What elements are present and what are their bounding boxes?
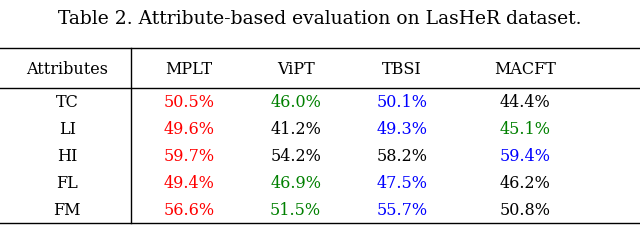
Text: 46.9%: 46.9% — [270, 174, 321, 191]
Text: FL: FL — [56, 174, 78, 191]
Text: TC: TC — [56, 93, 79, 110]
Text: ViPT: ViPT — [277, 60, 314, 77]
Text: FM: FM — [54, 201, 81, 218]
Text: 56.6%: 56.6% — [163, 201, 214, 218]
Text: 46.2%: 46.2% — [499, 174, 550, 191]
Text: 50.5%: 50.5% — [163, 93, 214, 110]
Text: 54.2%: 54.2% — [270, 147, 321, 164]
Text: MPLT: MPLT — [165, 60, 212, 77]
Text: 59.7%: 59.7% — [163, 147, 214, 164]
Text: 46.0%: 46.0% — [270, 93, 321, 110]
Text: 49.3%: 49.3% — [376, 120, 428, 137]
Text: 55.7%: 55.7% — [376, 201, 428, 218]
Text: 45.1%: 45.1% — [499, 120, 550, 137]
Text: 50.8%: 50.8% — [499, 201, 550, 218]
Text: MACFT: MACFT — [494, 60, 556, 77]
Text: 59.4%: 59.4% — [499, 147, 550, 164]
Text: 41.2%: 41.2% — [270, 120, 321, 137]
Text: 58.2%: 58.2% — [376, 147, 428, 164]
Text: LI: LI — [59, 120, 76, 137]
Text: 50.1%: 50.1% — [376, 93, 428, 110]
Text: Attributes: Attributes — [26, 60, 108, 77]
Text: HI: HI — [57, 147, 77, 164]
Text: TBSI: TBSI — [382, 60, 422, 77]
Text: Table 2. Attribute-based evaluation on LasHeR dataset.: Table 2. Attribute-based evaluation on L… — [58, 10, 582, 28]
Text: 47.5%: 47.5% — [376, 174, 428, 191]
Text: 51.5%: 51.5% — [270, 201, 321, 218]
Text: 49.4%: 49.4% — [163, 174, 214, 191]
Text: 44.4%: 44.4% — [499, 93, 550, 110]
Text: 49.6%: 49.6% — [163, 120, 214, 137]
